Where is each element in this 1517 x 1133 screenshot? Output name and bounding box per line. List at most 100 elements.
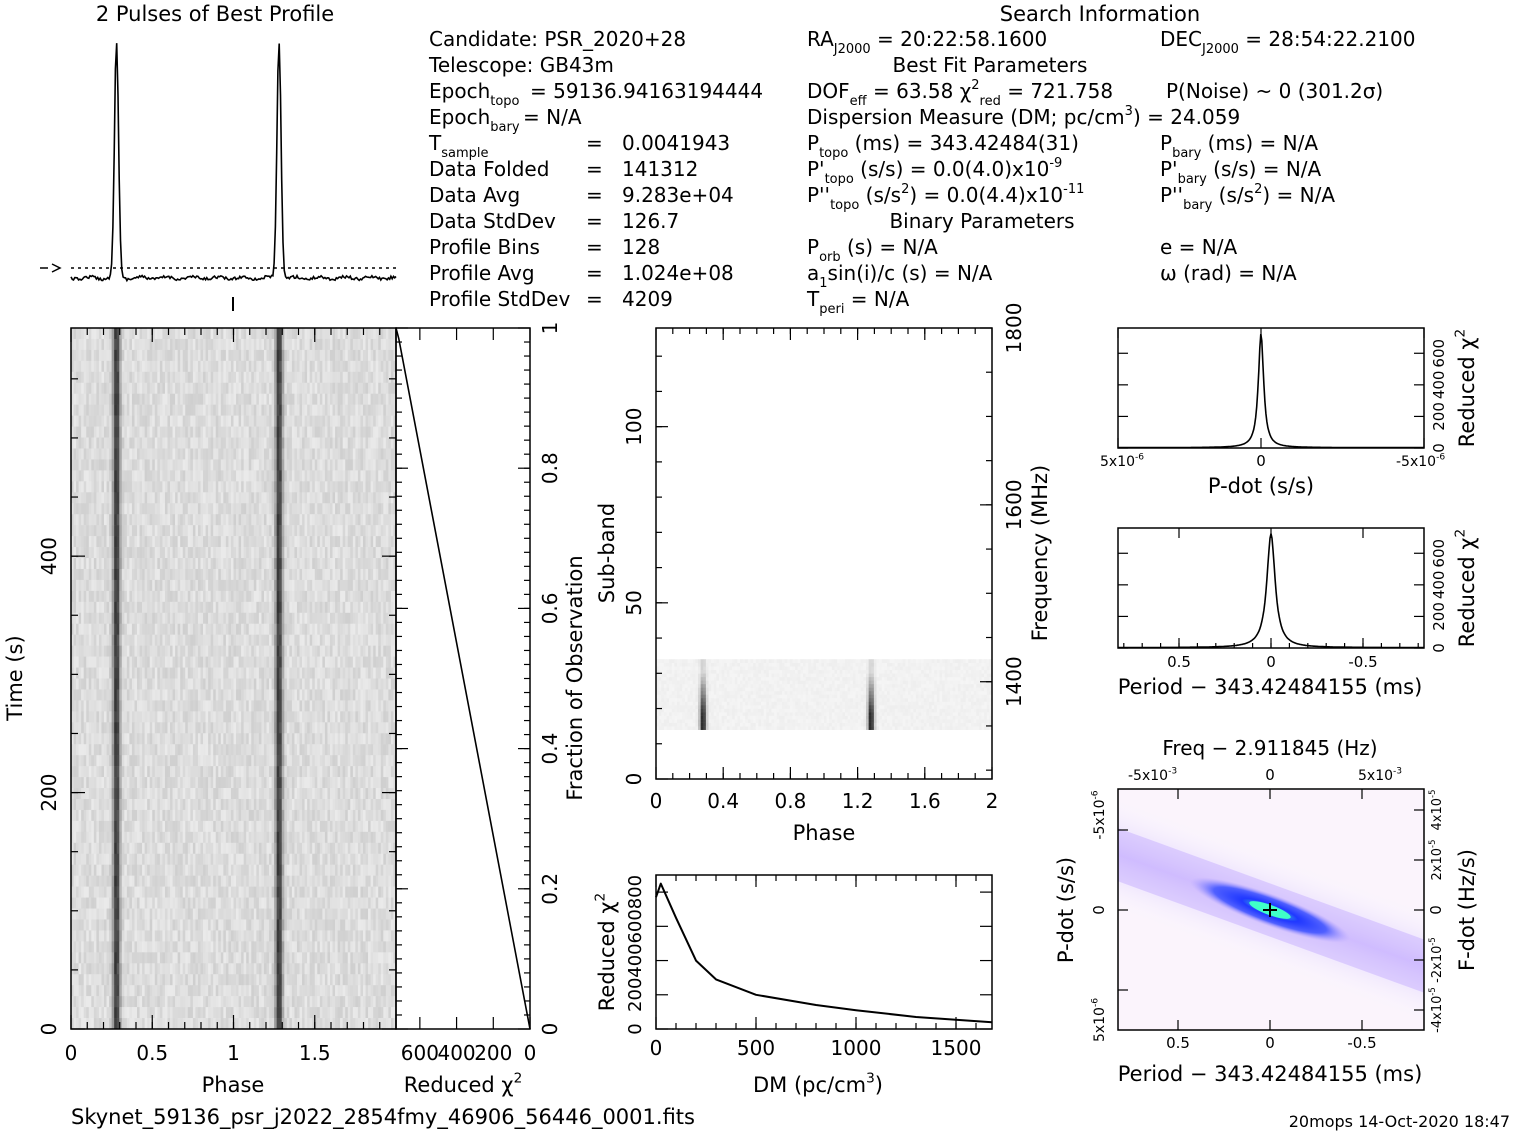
heatmap-cell xyxy=(355,612,359,625)
heatmap-cell xyxy=(225,481,229,493)
heatmap-cell xyxy=(233,382,237,395)
heatmap-cell xyxy=(170,536,173,548)
heatmap-cell xyxy=(342,338,346,351)
heatmap-cell xyxy=(246,656,250,668)
heatmap-cell xyxy=(243,360,247,373)
heatmap-cell xyxy=(352,568,356,581)
heatmap-cell xyxy=(291,459,295,471)
heatmap-cell xyxy=(104,547,107,559)
heatmap-cell xyxy=(167,601,171,614)
heatmap-cell xyxy=(314,437,318,449)
heatmap-cell xyxy=(296,503,300,515)
heatmap-cell xyxy=(291,393,295,405)
heatmap-cell xyxy=(162,437,166,449)
heatmap-cell xyxy=(233,667,237,679)
heatmap-cell xyxy=(210,678,214,690)
heatmap-cell xyxy=(253,503,257,515)
heatmap-cell xyxy=(342,525,346,537)
heatmap-cell xyxy=(304,601,308,614)
heatmap-cell xyxy=(335,448,338,460)
heatmap-cell xyxy=(294,492,298,504)
heatmap-cell xyxy=(261,733,265,745)
heatmap-cell xyxy=(200,711,204,723)
heatmap-cell xyxy=(152,733,156,745)
heatmap-cell xyxy=(93,404,97,416)
heatmap-cell xyxy=(76,623,79,635)
heatmap-cell xyxy=(385,722,389,734)
heatmap-cell xyxy=(200,645,204,657)
heatmap-cell xyxy=(327,393,331,405)
heatmap-cell xyxy=(276,360,280,373)
heatmap-cell xyxy=(271,711,275,723)
heatmap-cell xyxy=(269,360,272,373)
heatmap-cell xyxy=(335,634,338,646)
heatmap-cell xyxy=(345,492,349,504)
heatmap-cell xyxy=(81,722,84,734)
heatmap-cell xyxy=(253,667,257,679)
heatmap-cell xyxy=(187,492,191,504)
heatmap-cell xyxy=(362,678,366,690)
heatmap-cell xyxy=(111,579,115,592)
heatmap-cell xyxy=(375,634,379,646)
info-label: Data StdDev xyxy=(429,209,556,233)
heatmap-cell xyxy=(131,426,135,438)
heatmap-cell xyxy=(253,634,257,646)
heatmap-cell xyxy=(291,678,295,690)
heatmap-cell xyxy=(355,404,359,416)
heatmap-cell xyxy=(271,722,275,734)
heatmap-cell xyxy=(149,393,153,405)
heatmap-cell xyxy=(81,612,84,625)
heatmap-cell xyxy=(281,678,285,690)
heatmap-cell xyxy=(251,393,255,405)
heatmap-cell xyxy=(251,328,255,340)
heatmap-cell xyxy=(362,470,366,482)
heatmap-cell xyxy=(279,481,283,493)
heatmap-cell xyxy=(251,338,255,351)
heatmap-cell xyxy=(93,733,97,745)
heatmap-cell xyxy=(390,678,394,690)
heatmap-cell xyxy=(233,459,237,471)
heatmap-cell xyxy=(170,437,173,449)
heatmap-cell xyxy=(134,525,138,537)
heatmap-cell xyxy=(375,568,379,581)
heatmap-cell xyxy=(126,656,130,668)
heatmap-cell xyxy=(86,371,90,384)
heatmap-cell xyxy=(299,470,303,482)
heatmap-cell xyxy=(124,678,128,690)
heatmap-cell xyxy=(365,568,369,581)
heatmap-cell xyxy=(286,579,290,592)
heatmap-cell xyxy=(375,700,379,712)
heatmap-cell xyxy=(393,371,397,384)
heatmap-cell xyxy=(373,558,376,570)
heatmap-cell xyxy=(269,590,272,603)
heatmap-cell xyxy=(96,328,100,340)
heatmap-cell xyxy=(309,667,313,679)
heatmap-cell xyxy=(134,360,138,373)
heatmap-cell xyxy=(233,360,237,373)
heatmap-cell xyxy=(294,536,298,548)
heatmap-cell xyxy=(388,349,392,362)
heatmap-cell xyxy=(332,711,336,723)
heatmap-cell xyxy=(246,733,250,745)
heatmap-cell xyxy=(144,689,148,701)
heatmap-cell xyxy=(279,536,283,548)
heatmap-cell xyxy=(203,382,206,395)
heatmap-cell xyxy=(350,612,354,625)
heatmap-cell xyxy=(213,338,217,351)
heatmap-cell xyxy=(253,601,257,614)
info-label: Data Avg xyxy=(429,183,520,207)
heatmap-cell xyxy=(314,404,318,416)
heatmap-cell xyxy=(385,601,389,614)
heatmap-cell xyxy=(312,470,316,482)
heatmap-cell xyxy=(96,590,100,603)
heatmap-cell xyxy=(164,656,168,668)
heatmap-cell xyxy=(182,645,186,657)
heatmap-cell xyxy=(71,393,74,405)
heatmap-cell xyxy=(185,612,189,625)
heatmap-cell xyxy=(182,459,186,471)
heatmap-cell xyxy=(385,481,389,493)
heatmap-cell xyxy=(154,579,158,592)
heatmap-cell xyxy=(225,371,229,384)
heatmap-cell xyxy=(213,700,217,712)
heatmap-cell xyxy=(187,667,191,679)
